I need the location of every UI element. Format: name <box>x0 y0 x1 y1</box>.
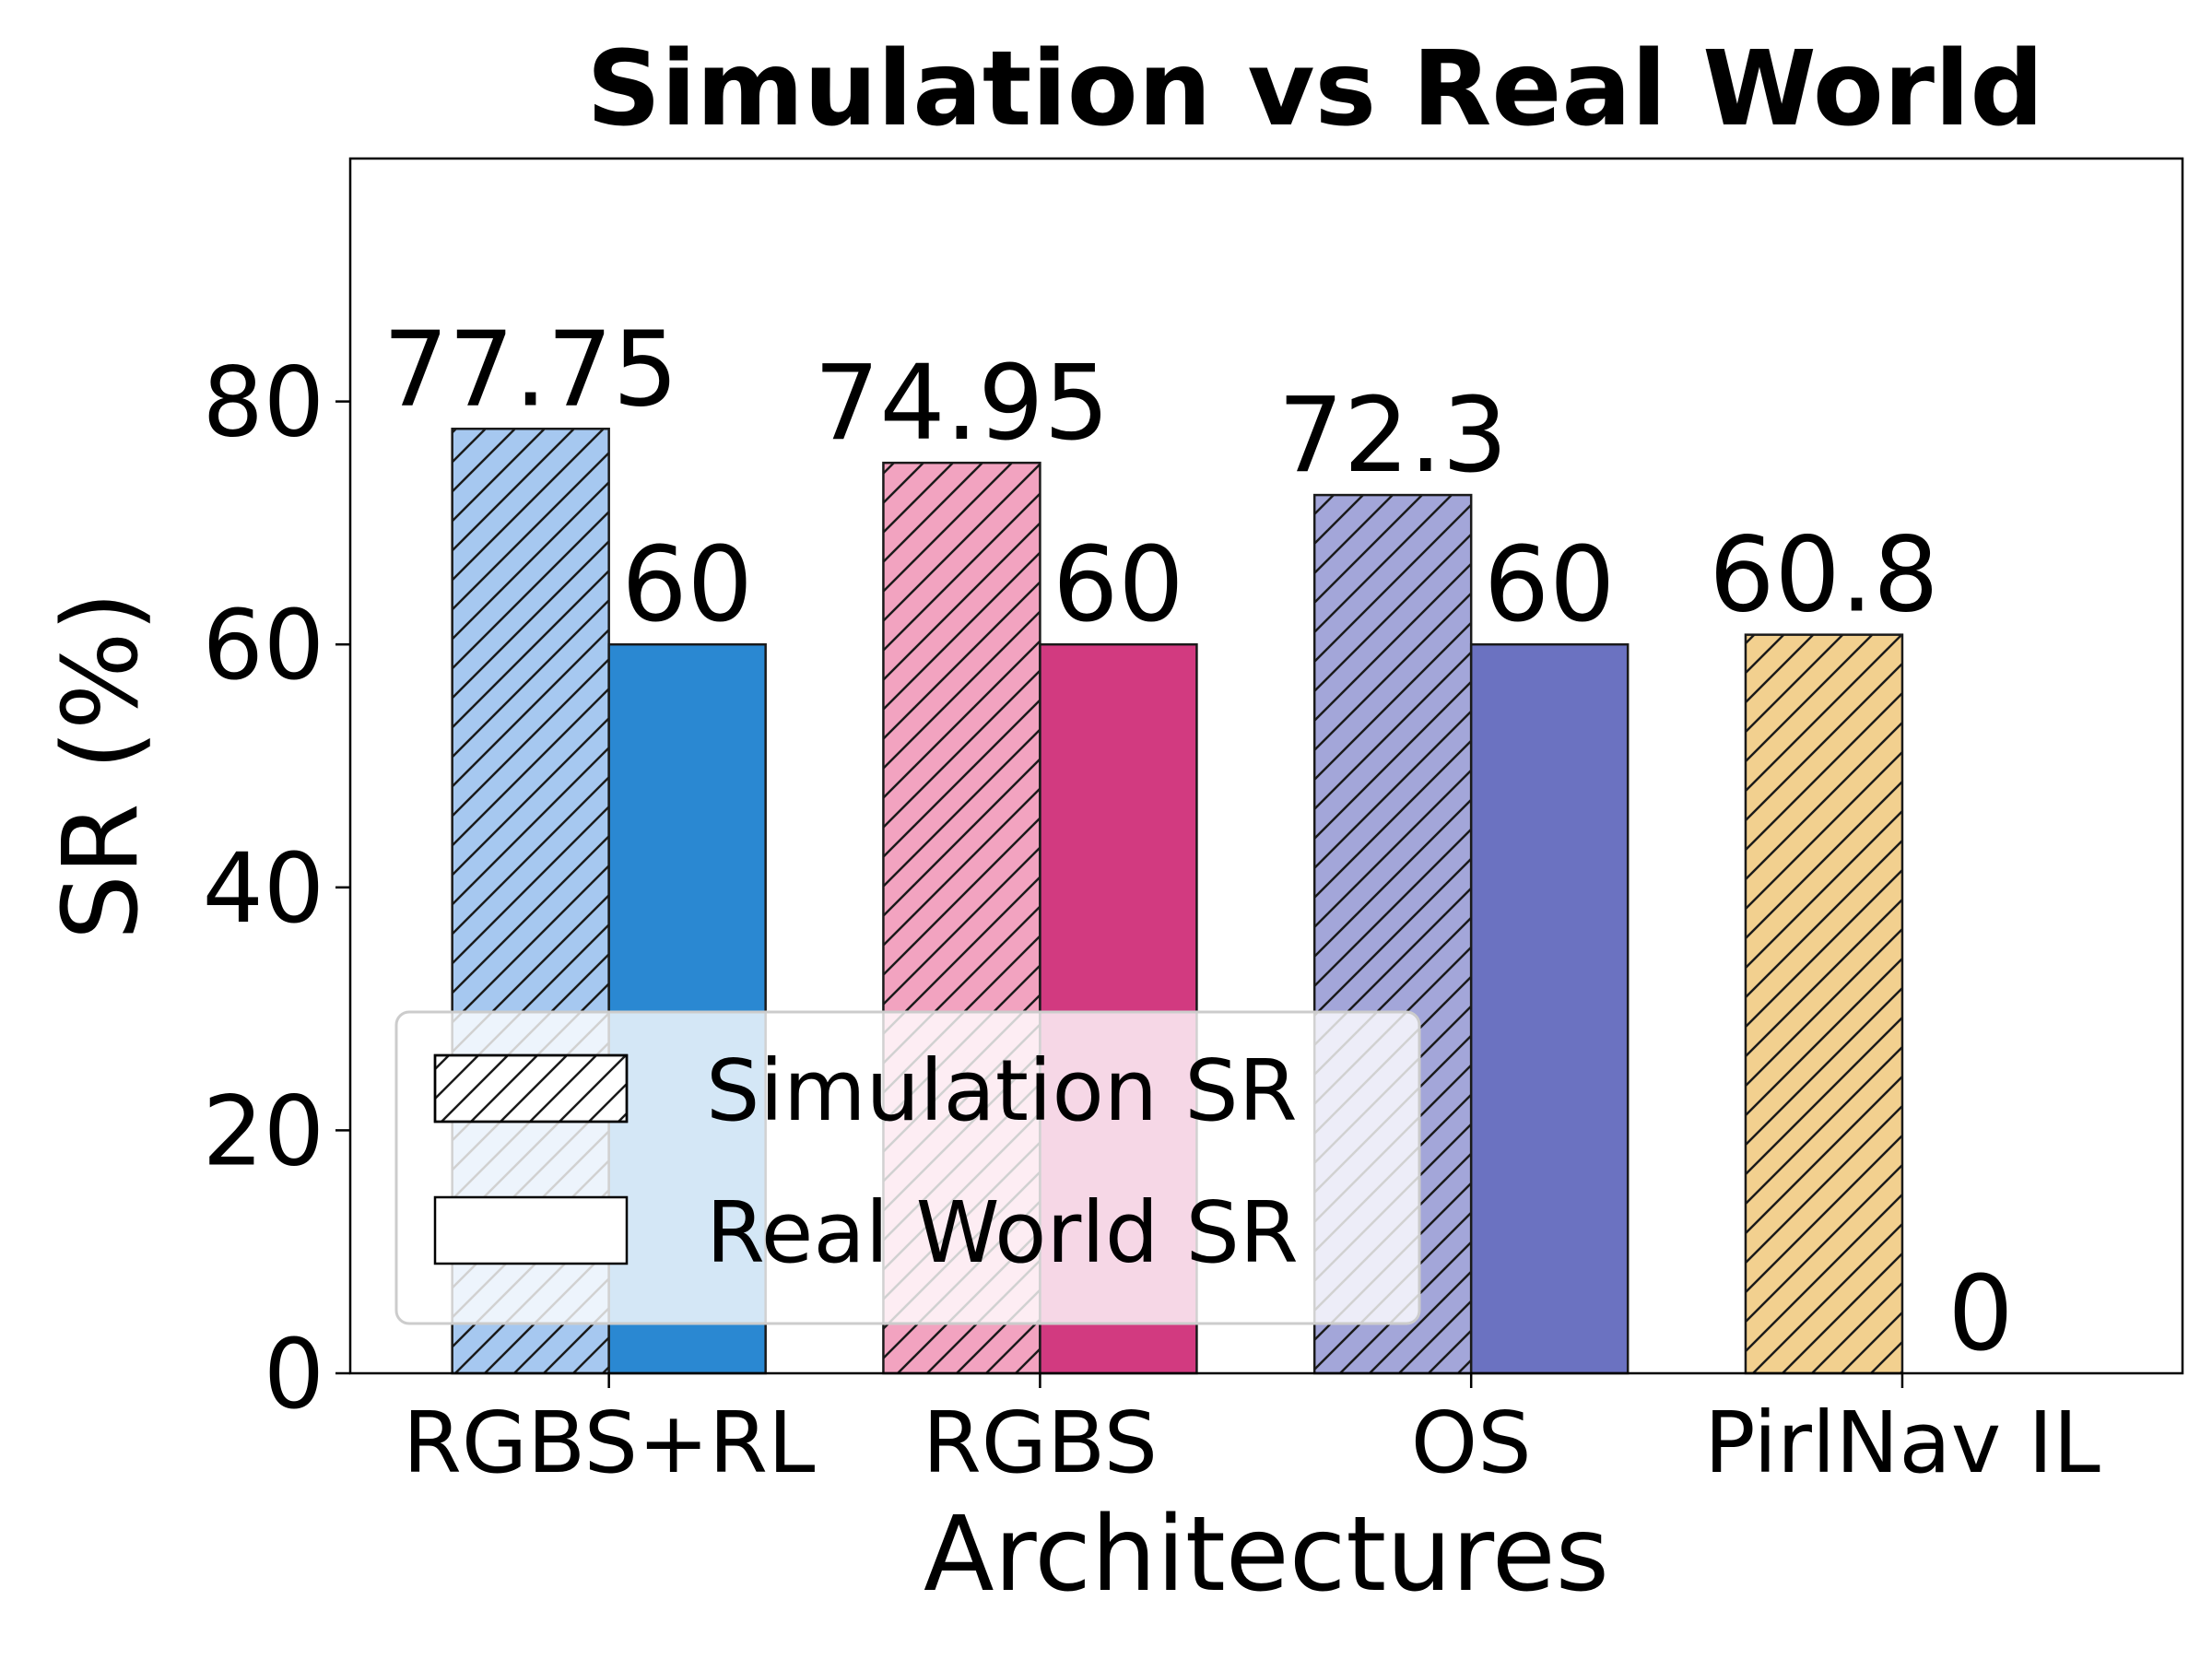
x-tick-label: PirlNav IL <box>1704 1394 2100 1492</box>
data-label-simulation-1: 74.95 <box>814 344 1110 464</box>
x-tick-label: RGBS+RL <box>403 1394 815 1492</box>
data-label-simulation-3: 60.8 <box>1709 516 1938 636</box>
legend: Simulation SR Real World SR <box>394 1010 1421 1325</box>
data-label-real-world-0: 60 <box>621 525 753 645</box>
x-axis: RGBS+RL RGBS OS PirlNav IL <box>403 1373 2100 1492</box>
y-tick-label: 40 <box>203 832 324 945</box>
data-label-real-world-2: 60 <box>1484 525 1616 645</box>
plot-area <box>348 157 2184 1375</box>
y-axis-label: SR (%) <box>41 592 161 940</box>
legend-label: Real World SR <box>706 1183 1299 1282</box>
data-label-simulation-2: 72.3 <box>1278 376 1508 496</box>
x-tick-label: OS <box>1411 1394 1532 1492</box>
y-axis: 0 20 40 60 80 <box>203 347 350 1430</box>
x-tick-label: RGBS <box>923 1394 1158 1492</box>
legend-entry-simulation: Simulation SR <box>433 1041 1298 1140</box>
y-tick-label: 80 <box>203 347 324 459</box>
bar-real-world-2 <box>1469 642 1630 1375</box>
x-axis-label: Architectures <box>924 1495 1609 1615</box>
bar-simulation-3 <box>1744 633 1904 1375</box>
y-tick-label: 0 <box>264 1318 324 1430</box>
chart-title: Simulation vs Real World <box>586 29 2043 149</box>
legend-box <box>394 1010 1421 1325</box>
data-label-real-world-3: 0 <box>1947 1254 2013 1374</box>
legend-entry-real-world: Real World SR <box>433 1183 1299 1282</box>
data-label-simulation-0: 77.75 <box>382 310 678 429</box>
y-tick-label: 20 <box>203 1075 324 1187</box>
legend-label: Simulation SR <box>706 1041 1298 1140</box>
data-label-real-world-1: 60 <box>1053 525 1184 645</box>
legend-swatch <box>433 1195 629 1265</box>
y-tick-label: 60 <box>203 589 324 701</box>
data-labels: 77.75 60 74.95 60 72.3 60 60.8 0 <box>382 310 2013 1374</box>
